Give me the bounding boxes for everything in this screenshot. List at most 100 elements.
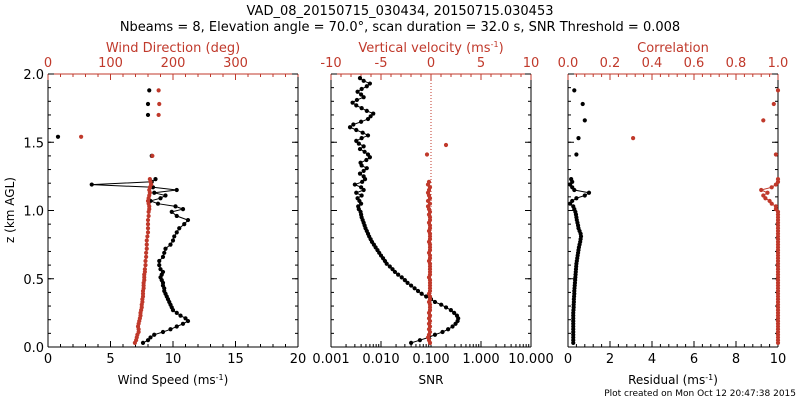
- top-tick-label: 300: [223, 56, 248, 71]
- chart-subtitle: Nbeams = 8, Elevation angle = 70.0°, sca…: [120, 20, 680, 35]
- snr-point: [409, 283, 414, 288]
- residual-point: [582, 118, 587, 123]
- snr-point: [364, 84, 369, 89]
- residual-label-sup: -1: [705, 373, 713, 382]
- snr-point: [443, 305, 449, 310]
- x-tick-label: 20: [290, 352, 307, 367]
- wind-speed-point: [160, 269, 166, 275]
- wind-speed-label-sup: -1: [216, 373, 224, 382]
- snr-point: [354, 103, 359, 108]
- wind-direction-point: [145, 230, 151, 235]
- wind-speed-label-text: Wind Speed (ms: [118, 373, 216, 387]
- correlation-point: [773, 152, 779, 157]
- snr-point: [432, 332, 438, 337]
- x-tick-label: 4: [648, 352, 656, 367]
- snr-point: [396, 272, 401, 277]
- y-tick-label: 1.5: [23, 136, 44, 151]
- snr-point: [361, 144, 366, 149]
- residual-point: [569, 177, 574, 182]
- wind-speed-point: [140, 340, 146, 346]
- x-tick-label: 0.100: [412, 352, 449, 367]
- x-tick-label: 10: [770, 352, 787, 367]
- vertical-velocity-point: [443, 142, 449, 148]
- snr-point: [405, 280, 410, 285]
- correlation-axis-label: Correlation: [637, 41, 709, 56]
- snr-point: [359, 136, 364, 141]
- x-tick-label: 0: [564, 352, 572, 367]
- snr-point: [448, 308, 453, 313]
- snr-point: [402, 278, 407, 283]
- snr-point: [419, 291, 424, 296]
- x-tick-label: 2: [606, 352, 614, 367]
- wind-speed-point: [145, 101, 151, 107]
- snr-point: [392, 269, 398, 275]
- wind-direction-point: [145, 234, 150, 239]
- wind-direction-point: [143, 258, 148, 264]
- snr-point: [361, 168, 366, 174]
- top-tick-label: 10: [523, 56, 540, 71]
- wind-speed-point: [174, 310, 179, 315]
- residual-point: [572, 88, 577, 93]
- x-tick-label: 5: [106, 352, 114, 367]
- wind-speed-point: [147, 88, 152, 93]
- snr-point: [371, 111, 376, 116]
- snr-point: [351, 122, 356, 127]
- snr-point: [387, 264, 392, 269]
- x-tick-label: 8: [732, 352, 740, 367]
- wind-speed-point: [160, 329, 166, 335]
- top-tick-label: 200: [161, 56, 186, 71]
- top-tick-label: 0.6: [684, 56, 705, 71]
- snr-point: [355, 196, 360, 201]
- snr-point: [350, 100, 355, 105]
- residual-point: [586, 190, 592, 195]
- wind-direction-point: [145, 222, 151, 227]
- x-tick-label: 0.010: [362, 352, 399, 367]
- wind-direction-point: [150, 153, 155, 158]
- vertical-velocity-point: [426, 179, 432, 184]
- x-tick-label: 15: [227, 352, 244, 367]
- snr-point: [360, 130, 365, 135]
- wind-speed-point: [89, 182, 94, 187]
- top-tick-label: 0.2: [600, 56, 621, 71]
- snr-point: [452, 310, 457, 315]
- wind-speed-point: [172, 234, 177, 239]
- correlation-point: [765, 190, 770, 195]
- x-tick-label: 1.000: [462, 352, 499, 367]
- snr-point: [357, 171, 363, 176]
- snr-point: [361, 187, 366, 193]
- snr-point: [354, 190, 359, 195]
- residual-point: [570, 198, 575, 204]
- wind-speed-point: [168, 242, 173, 247]
- top-tick-label: 0: [427, 56, 435, 71]
- snr-point: [347, 125, 353, 130]
- snr-point: [355, 89, 360, 94]
- wind-speed-point: [180, 321, 186, 326]
- wind-speed-point: [183, 316, 188, 321]
- correlation-point: [767, 198, 772, 204]
- correlation-point: [775, 88, 781, 93]
- snr-point: [368, 114, 373, 119]
- wind-speed-label-close: ): [224, 373, 229, 387]
- wind-speed-point: [177, 226, 182, 231]
- snr-point: [409, 340, 414, 346]
- wind-speed-point: [163, 193, 168, 198]
- correlation-point: [761, 193, 766, 198]
- top-tick-label: 100: [98, 56, 123, 71]
- wind-speed-point: [168, 327, 173, 332]
- wind-speed-point: [158, 196, 163, 201]
- top-tick-label: 5: [477, 56, 485, 71]
- correlation-line: [759, 179, 779, 343]
- wind-speed-point: [153, 177, 158, 182]
- wind-speed-point: [157, 258, 162, 264]
- wind-direction-point: [157, 101, 162, 107]
- residual-point: [576, 136, 581, 141]
- snr-point: [454, 313, 460, 318]
- top-tick-label: 0.4: [642, 56, 663, 71]
- top-tick-label: -10: [320, 56, 341, 71]
- wind-direction-point: [143, 263, 148, 268]
- correlation-point: [773, 204, 779, 209]
- vertical-velocity-label-close: ): [499, 41, 504, 56]
- snr-point: [450, 324, 455, 329]
- snr-point: [357, 75, 363, 81]
